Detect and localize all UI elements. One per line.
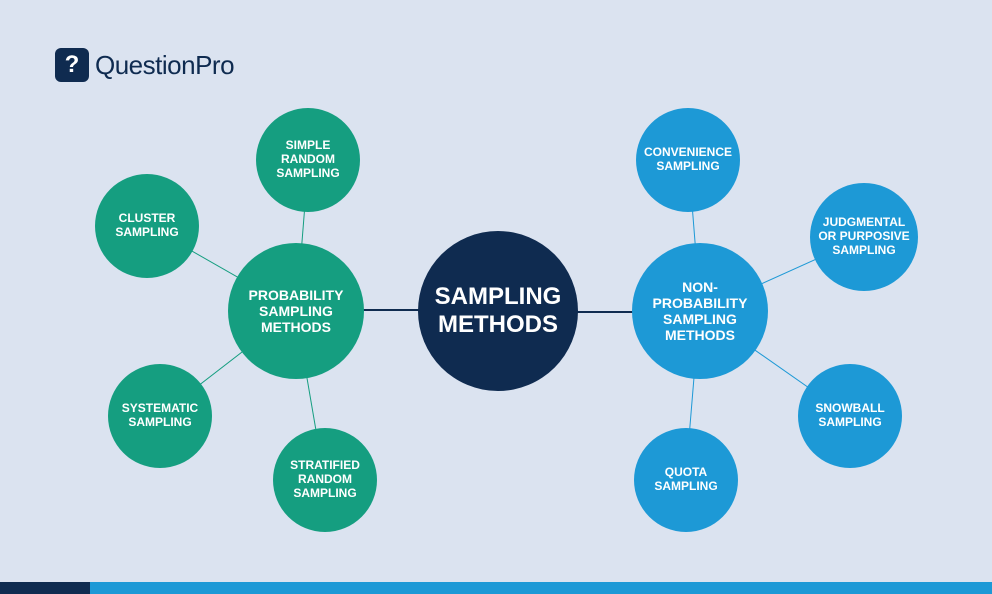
node-r3: SNOWBALLSAMPLING — [798, 364, 902, 468]
node-l4: STRATIFIEDRANDOMSAMPLING — [273, 428, 377, 532]
node-label: SAMPLINGMETHODS — [429, 283, 568, 338]
node-label: PROBABILITYSAMPLINGMETHODS — [243, 287, 350, 335]
node-label: NON-PROBABILITYSAMPLINGMETHODS — [632, 279, 768, 343]
node-label: SIMPLERANDOMSAMPLING — [270, 139, 345, 180]
brand-logo: ? QuestionPro — [55, 48, 234, 82]
node-r1: CONVENIENCESAMPLING — [636, 108, 740, 212]
node-label: SYSTEMATICSAMPLING — [116, 402, 204, 430]
node-label: QUOTASAMPLING — [648, 466, 723, 494]
node-r4: QUOTASAMPLING — [634, 428, 738, 532]
node-label: SNOWBALLSAMPLING — [809, 402, 890, 430]
node-label: CLUSTERSAMPLING — [109, 212, 184, 240]
diagram-canvas: ? QuestionPro SAMPLINGMETHODS PROBABILITY… — [0, 0, 992, 594]
logo-text: QuestionPro — [95, 50, 234, 81]
footer-bar — [0, 582, 992, 594]
footer-bar-accent — [0, 582, 90, 594]
node-label: STRATIFIEDRANDOMSAMPLING — [284, 459, 366, 500]
node-l3: SYSTEMATICSAMPLING — [108, 364, 212, 468]
node-left_hub: PROBABILITYSAMPLINGMETHODS — [228, 243, 364, 379]
node-r2: JUDGMENTALOR PURPOSIVESAMPLING — [810, 183, 918, 291]
node-center: SAMPLINGMETHODS — [418, 231, 578, 391]
node-label: JUDGMENTALOR PURPOSIVESAMPLING — [812, 216, 915, 257]
node-right_hub: NON-PROBABILITYSAMPLINGMETHODS — [632, 243, 768, 379]
question-mark-icon: ? — [55, 48, 89, 82]
node-l1: SIMPLERANDOMSAMPLING — [256, 108, 360, 212]
logo-glyph: ? — [65, 51, 80, 79]
node-label: CONVENIENCESAMPLING — [638, 146, 738, 174]
node-l2: CLUSTERSAMPLING — [95, 174, 199, 278]
